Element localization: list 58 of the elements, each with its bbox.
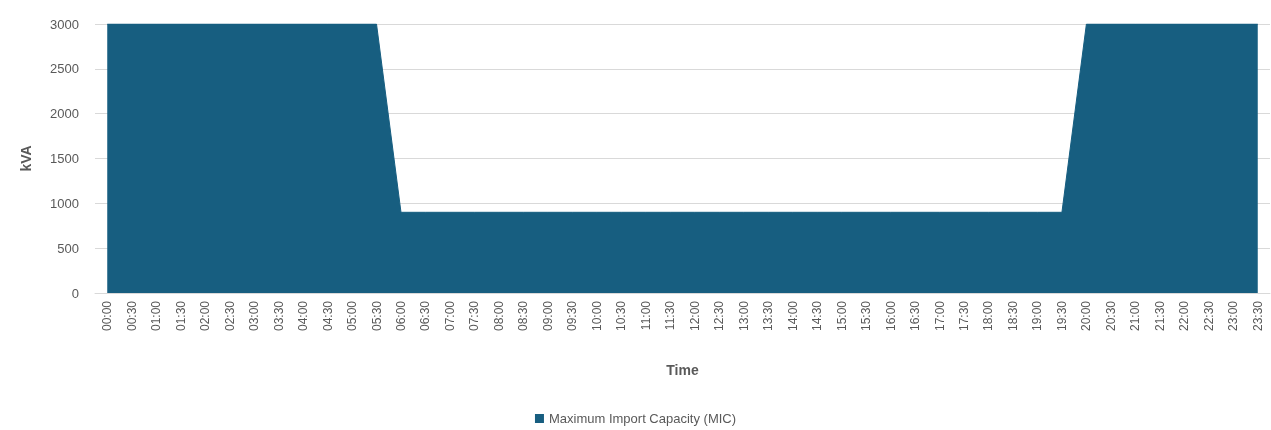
x-tick-label: 03:00 <box>247 300 262 332</box>
x-tick-label: 01:30 <box>173 300 188 332</box>
x-tick-label: 18:30 <box>1005 300 1020 332</box>
x-tick-label: 08:00 <box>491 300 506 332</box>
x-tick-label: 09:30 <box>565 300 580 332</box>
x-tick-label: 06:00 <box>393 300 408 332</box>
y-tick-label: 0 <box>71 285 79 301</box>
x-tick-label: 01:00 <box>149 300 164 332</box>
x-tick-label: 07:30 <box>467 300 482 332</box>
x-tick-label: 15:00 <box>834 300 849 332</box>
x-tick-label: 21:00 <box>1128 300 1143 332</box>
x-tick-label: 04:00 <box>296 300 311 332</box>
x-tick-label: 12:00 <box>687 300 702 332</box>
y-tick-label: 2500 <box>50 61 79 77</box>
x-axis-title: Time <box>666 362 699 378</box>
x-tick-label: 09:00 <box>540 300 555 332</box>
x-tick-label: 11:30 <box>663 300 678 331</box>
x-tick-label: 05:00 <box>345 300 360 332</box>
x-tick-label: 22:00 <box>1177 300 1192 332</box>
x-tick-label: 13:00 <box>736 300 751 332</box>
x-tick-label: 06:30 <box>418 300 433 332</box>
y-tick-label: 3000 <box>50 16 79 32</box>
x-tick-label: 14:30 <box>810 300 825 332</box>
y-tick-label: 1500 <box>50 151 79 166</box>
x-tick-label: 19:00 <box>1030 300 1045 332</box>
x-tick-label: 21:30 <box>1152 300 1167 332</box>
x-tick-label: 07:00 <box>442 300 457 332</box>
x-tick-label: 13:30 <box>761 300 776 332</box>
y-axis-title: kVA <box>18 145 34 172</box>
x-tick-label: 22:30 <box>1201 300 1216 332</box>
x-tick-label: 17:00 <box>932 300 947 332</box>
x-tick-label: 10:00 <box>589 300 604 332</box>
x-tick-label: 11:00 <box>638 300 653 331</box>
legend-label: Maximum Import Capacity (MIC) <box>548 411 737 426</box>
x-tick-label: 00:30 <box>124 300 139 332</box>
x-tick-label: 03:30 <box>271 300 286 332</box>
x-tick-label: 05:30 <box>369 300 384 332</box>
x-tick-label: 12:30 <box>712 300 727 332</box>
x-tick-label: 16:00 <box>883 300 898 332</box>
x-tick-label: 23:30 <box>1250 300 1265 332</box>
x-tick-label: 20:00 <box>1079 300 1094 332</box>
y-tick-label: 1000 <box>50 195 79 211</box>
x-tick-label: 19:30 <box>1054 300 1069 332</box>
y-tick-label: 2000 <box>50 106 79 122</box>
x-tick-label: 15:30 <box>859 300 874 332</box>
y-tick-label: 500 <box>57 240 79 256</box>
x-tick-label: 17:30 <box>957 300 972 332</box>
x-tick-label: 20:30 <box>1103 300 1118 332</box>
x-tick-label: 18:00 <box>981 300 996 332</box>
x-tick-label: 02:30 <box>222 300 237 332</box>
x-tick-label: 08:30 <box>516 300 531 332</box>
x-tick-label: 10:30 <box>614 300 629 332</box>
x-tick-label: 14:00 <box>785 300 800 332</box>
x-tick-label: 23:00 <box>1226 300 1241 332</box>
x-tick-label: 02:00 <box>198 300 213 332</box>
x-tick-label: 16:30 <box>908 300 923 332</box>
x-tick-label: 04:30 <box>320 300 335 332</box>
x-tick-label: 00:00 <box>100 300 115 332</box>
